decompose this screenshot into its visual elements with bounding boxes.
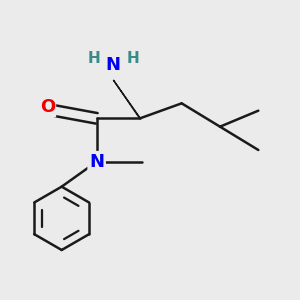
Text: O: O bbox=[40, 98, 55, 116]
Polygon shape bbox=[113, 80, 140, 118]
Text: N: N bbox=[106, 56, 121, 74]
Text: H: H bbox=[88, 51, 100, 66]
Text: H: H bbox=[126, 51, 139, 66]
Text: N: N bbox=[89, 153, 104, 171]
